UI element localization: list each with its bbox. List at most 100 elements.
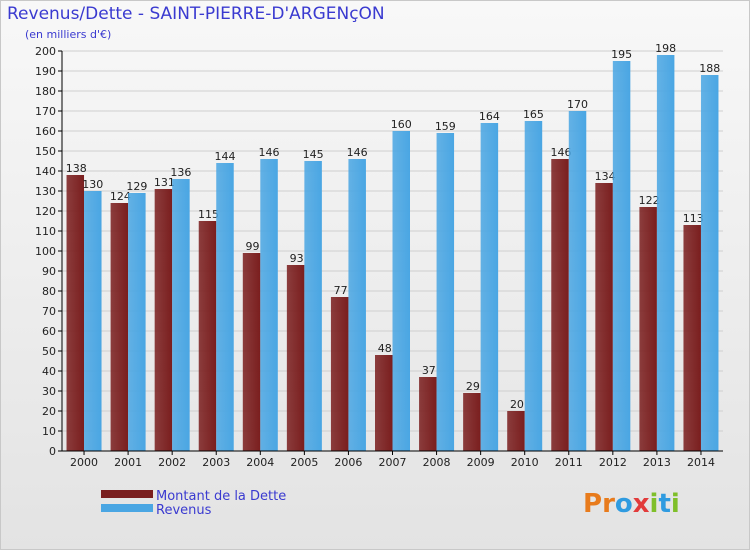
data-label-dette: 124: [110, 190, 131, 203]
data-label-dette: 99: [246, 240, 260, 253]
y-tick-label: 50: [42, 345, 56, 358]
data-label-dette: 93: [290, 252, 304, 265]
x-tick-label: 2000: [70, 456, 98, 469]
bar-revenus: [392, 131, 410, 451]
data-label-revenus: 188: [699, 62, 720, 75]
bar-revenus: [216, 163, 234, 451]
x-tick-label: 2014: [687, 456, 715, 469]
y-tick-label: 120: [35, 205, 56, 218]
x-tick-label: 2011: [555, 456, 583, 469]
bar-revenus: [612, 61, 631, 451]
y-tick-label: 110: [35, 225, 56, 238]
y-tick-label: 30: [42, 385, 56, 398]
legend: Montant de la Dette Revenus: [101, 489, 286, 518]
data-label-dette: 138: [66, 162, 87, 175]
bar-dette: [639, 207, 657, 451]
bar-revenus: [700, 75, 719, 451]
x-tick-label: 2009: [467, 456, 495, 469]
data-label-dette: 29: [466, 380, 480, 393]
y-tick-label: 70: [42, 305, 56, 318]
data-label-dette: 146: [551, 146, 572, 159]
data-label-dette: 115: [198, 208, 219, 221]
data-label-revenus: 144: [214, 150, 235, 163]
data-label-revenus: 165: [523, 108, 544, 121]
x-tick-label: 2007: [379, 456, 407, 469]
y-tick-label: 60: [42, 325, 56, 338]
data-label-revenus: 145: [303, 148, 324, 161]
bar-dette: [286, 265, 305, 451]
bar-revenus: [348, 159, 366, 451]
logo-letter: i: [649, 489, 659, 519]
chart-title: Revenus/Dette - SAINT-PIERRE-D'ARGENçON: [7, 4, 385, 24]
y-tick-label: 140: [35, 165, 56, 178]
bar-dette: [595, 183, 613, 451]
data-label-dette: 134: [595, 170, 616, 183]
data-label-revenus: 130: [82, 178, 103, 191]
x-tick-label: 2013: [643, 456, 671, 469]
data-label-dette: 113: [683, 212, 704, 225]
proxiti-logo: Proxiti: [583, 489, 680, 519]
y-tick-label: 170: [35, 105, 56, 118]
y-tick-label: 80: [42, 285, 56, 298]
bar-dette: [242, 253, 261, 451]
bar-dette: [110, 203, 129, 451]
data-label-dette: 20: [510, 398, 524, 411]
bar-dette: [66, 175, 85, 451]
x-tick-label: 2010: [511, 456, 539, 469]
x-tick-label: 2012: [599, 456, 627, 469]
x-tick-label: 2002: [158, 456, 186, 469]
bar-dette: [419, 377, 437, 451]
data-label-revenus: 136: [170, 166, 191, 179]
bar-dette: [463, 393, 481, 451]
x-tick-label: 2003: [202, 456, 230, 469]
y-tick-label: 130: [35, 185, 56, 198]
chart-unit-note: (en milliers d'€): [25, 28, 112, 41]
bar-dette: [375, 355, 393, 451]
legend-swatch-revenus: [101, 504, 153, 512]
bar-dette: [683, 225, 701, 451]
data-label-revenus: 170: [567, 98, 588, 111]
x-tick-label: 2005: [290, 456, 318, 469]
bar-dette: [507, 411, 525, 451]
data-label-dette: 77: [334, 284, 348, 297]
y-tick-label: 150: [35, 145, 56, 158]
y-tick-label: 20: [42, 405, 56, 418]
bar-dette: [330, 297, 349, 451]
bar-revenus: [656, 55, 675, 451]
data-label-revenus: 195: [611, 48, 632, 61]
bar-revenus: [172, 179, 190, 451]
data-label-dette: 48: [378, 342, 392, 355]
bar-revenus: [128, 193, 146, 451]
axes: 0 10 20 30 40 50 60 70 80 90 100 110 120 130 140 150 160…: [35, 45, 723, 469]
data-label-dette: 37: [422, 364, 436, 377]
bar-revenus: [84, 191, 102, 451]
y-tick-label: 100: [35, 245, 56, 258]
y-tick-label: 40: [42, 365, 56, 378]
data-label-revenus: 198: [655, 42, 676, 55]
data-label-revenus: 146: [347, 146, 368, 159]
legend-label-dette: Montant de la Dette: [156, 489, 286, 504]
y-tick-label: 160: [35, 125, 56, 138]
data-label-revenus: 129: [126, 180, 147, 193]
data-label-dette: 131: [154, 176, 175, 189]
bar-revenus: [524, 121, 543, 451]
logo-letter: P: [583, 489, 603, 519]
bar-revenus: [480, 123, 499, 451]
y-tick-label: 180: [35, 85, 56, 98]
bar-revenus: [260, 159, 278, 451]
data-label-revenus: 160: [391, 118, 412, 131]
data-label-revenus: 159: [435, 120, 456, 133]
bar-revenus: [304, 161, 322, 451]
x-tick-label: 2008: [423, 456, 451, 469]
data-label-revenus: 146: [259, 146, 280, 159]
bar-revenus: [568, 111, 587, 451]
bar-dette: [154, 189, 173, 451]
x-tick-label: 2004: [246, 456, 274, 469]
logo-letter: r: [602, 489, 615, 519]
bar-dette: [551, 159, 569, 451]
logo-letter: x: [632, 489, 650, 519]
data-label-revenus: 164: [479, 110, 500, 123]
